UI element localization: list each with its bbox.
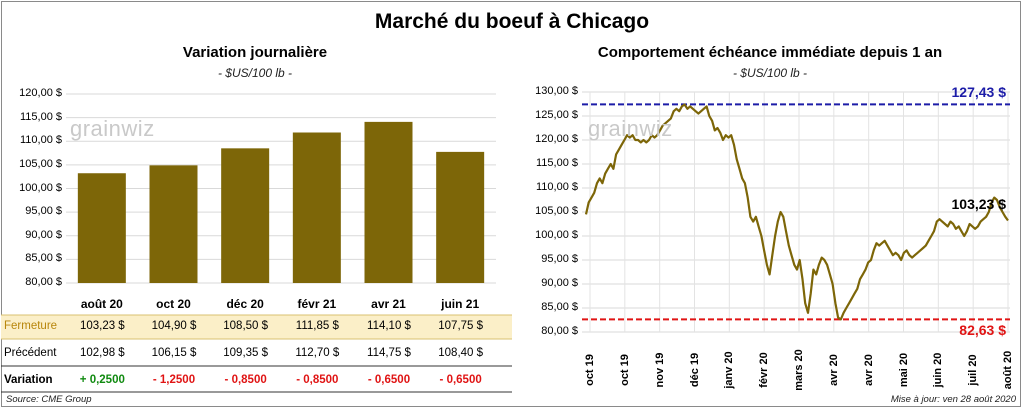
row-label-precedent: Précédent <box>4 347 57 359</box>
line-y-tick-label: 105,00 $ <box>535 205 578 217</box>
line-watermark: grainwiz <box>588 116 673 141</box>
bar-category-label: déc 20 <box>226 297 264 311</box>
bar-y-tick-label: 120,00 $ <box>19 87 62 99</box>
precedent-value: 108,40 $ <box>438 347 484 359</box>
line-y-tick-label: 110,00 $ <box>535 181 578 193</box>
bar-watermark: grainwiz <box>70 116 155 141</box>
line-y-tick-label: 95,00 $ <box>541 253 578 265</box>
bar-y-tick-label: 105,00 $ <box>19 157 62 170</box>
bar-y-tick-label: 85,00 $ <box>25 252 62 265</box>
page-title: Marché du boeuf à Chicago <box>374 10 650 33</box>
line-y-tick-label: 100,00 $ <box>535 229 578 241</box>
line-y-tick-label: 120,00 $ <box>535 133 578 145</box>
bar <box>77 173 126 283</box>
bar-category-label: févr 21 <box>297 297 337 311</box>
line-y-tick-label: 125,00 $ <box>535 109 578 121</box>
bar-y-tick-label: 80,00 $ <box>25 276 62 288</box>
fermeture-value: 114,10 $ <box>367 320 411 332</box>
highlight-row-bg <box>1 315 512 339</box>
precedent-value: 106,15 $ <box>151 347 197 359</box>
fermeture-value: 107,75 $ <box>438 320 484 332</box>
bar <box>149 165 198 283</box>
high-value-label: 127,43 $ <box>951 84 1007 101</box>
bar-y-tick-label: 90,00 $ <box>25 228 62 241</box>
low-value-label: 82,63 $ <box>959 322 1006 339</box>
precedent-value: 102,98 $ <box>79 347 125 359</box>
variation-value: - 0,8500 <box>296 374 339 386</box>
bar-y-tick-label: 110,00 $ <box>19 134 62 147</box>
row-label-fermeture: Fermeture <box>4 320 58 332</box>
price-series-line <box>584 103 1009 321</box>
bar-category-label: avr 21 <box>371 297 406 311</box>
line-x-tick-label: juil 20 <box>967 354 980 386</box>
fermeture-value: 108,50 $ <box>223 320 269 332</box>
bar-category-label: août 20 <box>80 297 123 311</box>
table-row-variation: Variation + 0,2500 - 1,2500 - 0,8500 - 0,85… <box>0 369 510 391</box>
line-x-tick-label: févr 20 <box>758 352 771 388</box>
variation-value: - 0,6500 <box>439 374 482 386</box>
line-x-tick-label: août 20 <box>1002 350 1014 390</box>
table-row-precedent: Précédent 102,98 $ 106,15 $ 109,35 $ 112,70… <box>0 342 510 364</box>
precedent-value: 112,70 $ <box>295 347 340 359</box>
line-x-tick-label: janv 20 <box>723 351 736 389</box>
bar <box>364 121 413 283</box>
bar-category-label: oct 20 <box>156 297 191 311</box>
bar-y-tick-label: 95,00 $ <box>25 205 62 218</box>
bar <box>292 132 341 283</box>
precedent-value: 109,35 $ <box>223 347 269 359</box>
line-x-tick-label: oct 19 <box>618 354 631 386</box>
row-label-variation: Variation <box>4 374 53 386</box>
line-y-tick-label: 115,00 $ <box>535 157 578 169</box>
bar <box>436 151 485 283</box>
line-x-tick-label: mars 20 <box>793 349 805 391</box>
bar-category-label: juin 21 <box>441 297 480 311</box>
bar <box>221 148 270 283</box>
variation-value: - 0,6500 <box>367 374 411 386</box>
line-x-tick-label: mai 20 <box>897 352 910 388</box>
line-x-tick-label: déc 19 <box>688 352 701 388</box>
variation-value: + 0,2500 <box>79 374 125 386</box>
update-note: Mise à jour: ven 28 août 2020 <box>890 394 1016 405</box>
line-chart-title: Comportement échéance immédiate depuis 1… <box>597 44 943 61</box>
fermeture-value: 104,90 $ <box>151 320 197 332</box>
table-row-fermeture: Fermeture 103,23 $ 104,90 $ 108,50 $ 111,85… <box>0 315 510 337</box>
line-y-tick-label: 80,00 $ <box>541 325 578 337</box>
source-note: Source: CME Group <box>6 394 92 405</box>
line-x-tick-label: avr 20 <box>862 354 875 386</box>
variation-value: - 0,8500 <box>224 374 267 386</box>
bar-y-tick-label: 100,00 $ <box>19 181 62 194</box>
variation-value: - 1,2500 <box>152 374 196 386</box>
line-y-tick-label: 90,00 $ <box>541 277 578 289</box>
line-y-tick-label: 85,00 $ <box>541 301 578 313</box>
line-x-tick-label: avr 20 <box>827 354 840 386</box>
last-value-label: 103,23 $ <box>951 196 1007 213</box>
line-y-tick-label: 130,00 $ <box>535 85 578 97</box>
line-x-tick-label: nov 19 <box>653 352 666 388</box>
line-x-tick-label: oct 19 <box>584 354 596 386</box>
fermeture-value: 103,23 $ <box>79 320 125 332</box>
bar-y-tick-label: 115,00 $ <box>19 110 62 123</box>
line-chart-unit: - $US/100 lb - <box>732 66 808 80</box>
fermeture-value: 111,85 $ <box>295 320 339 332</box>
bar-chart-title: Variation journalière <box>182 44 328 61</box>
bar-chart-unit: - $US/100 lb - <box>217 66 293 80</box>
precedent-value: 114,75 $ <box>367 347 411 359</box>
line-x-tick-label: juin 20 <box>932 352 945 388</box>
